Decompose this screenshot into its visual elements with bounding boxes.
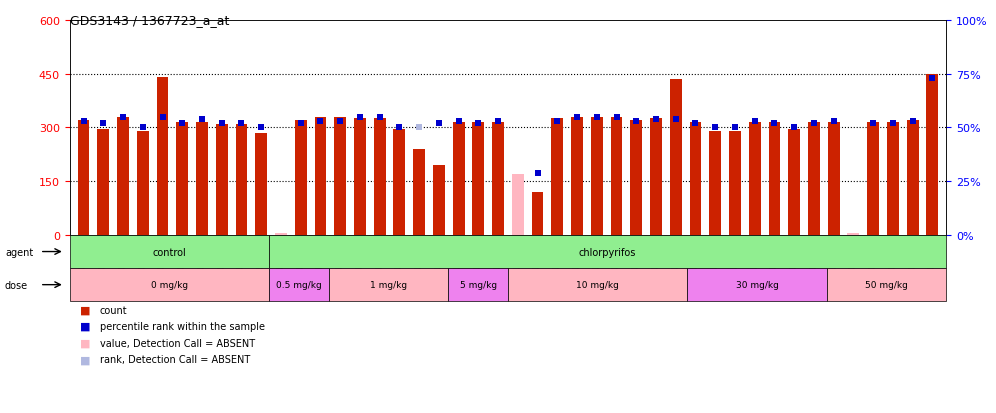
Bar [393, 130, 405, 235]
Bar [769, 123, 781, 235]
Bar [670, 80, 681, 235]
Text: 0.5 mg/kg: 0.5 mg/kg [276, 280, 322, 290]
Text: 0 mg/kg: 0 mg/kg [150, 280, 188, 290]
Bar [729, 132, 741, 235]
Text: dose: dose [5, 280, 28, 290]
Bar [512, 175, 524, 235]
Bar [315, 117, 327, 235]
Bar [532, 192, 544, 235]
Bar [354, 119, 366, 235]
Bar [413, 150, 425, 235]
Text: ■: ■ [80, 305, 91, 315]
Bar [118, 117, 128, 235]
Bar [433, 166, 445, 235]
Bar [295, 121, 307, 235]
Text: 1 mg/kg: 1 mg/kg [370, 280, 407, 290]
Bar [255, 133, 267, 235]
Text: chlorpyrifos: chlorpyrifos [579, 247, 636, 257]
Bar [848, 234, 860, 235]
Text: 10 mg/kg: 10 mg/kg [576, 280, 620, 290]
Bar [156, 78, 168, 235]
Text: agent: agent [5, 247, 33, 257]
Bar [374, 119, 385, 235]
Text: ■: ■ [80, 338, 91, 348]
Bar [196, 123, 208, 235]
Bar [216, 124, 228, 235]
Bar [453, 123, 464, 235]
Text: 5 mg/kg: 5 mg/kg [459, 280, 497, 290]
Text: ■: ■ [80, 354, 91, 364]
Bar [571, 117, 583, 235]
Bar [926, 74, 938, 235]
Text: 50 mg/kg: 50 mg/kg [865, 280, 908, 290]
Bar [552, 119, 563, 235]
Bar [176, 123, 188, 235]
Text: GDS3143 / 1367723_a_at: GDS3143 / 1367723_a_at [70, 14, 229, 27]
Text: control: control [152, 247, 186, 257]
Text: rank, Detection Call = ABSENT: rank, Detection Call = ABSENT [100, 354, 250, 364]
Text: count: count [100, 305, 127, 315]
Bar [650, 119, 662, 235]
Bar [335, 117, 346, 235]
Bar [906, 121, 918, 235]
Bar [492, 123, 504, 235]
Bar [709, 132, 721, 235]
Bar [689, 123, 701, 235]
Bar [749, 123, 761, 235]
Bar [828, 123, 840, 235]
Bar [788, 130, 800, 235]
Bar [78, 121, 90, 235]
Text: 30 mg/kg: 30 mg/kg [735, 280, 779, 290]
Bar [591, 117, 603, 235]
Bar [630, 121, 642, 235]
Bar [235, 124, 247, 235]
Bar [98, 130, 110, 235]
Bar [808, 123, 820, 235]
Bar [275, 234, 287, 235]
Bar [611, 117, 622, 235]
Text: value, Detection Call = ABSENT: value, Detection Call = ABSENT [100, 338, 255, 348]
Bar [472, 123, 484, 235]
Bar [868, 123, 879, 235]
Bar [136, 132, 148, 235]
Text: ■: ■ [80, 321, 91, 331]
Bar [887, 123, 898, 235]
Text: percentile rank within the sample: percentile rank within the sample [100, 321, 265, 331]
